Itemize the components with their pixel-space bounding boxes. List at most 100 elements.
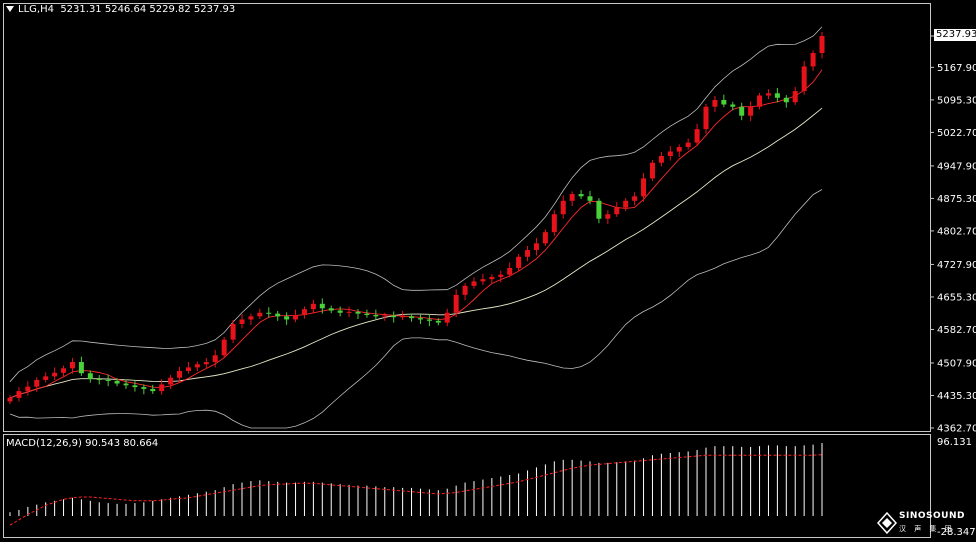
current-price-tag: 5237.93 [934,29,976,41]
upper-band-line [9,26,823,382]
candle-body [346,311,352,313]
candle-body [150,388,156,392]
candle-body [498,274,504,277]
candle-body [96,379,102,381]
brand-subtitle: 汉 声 集 团 [899,525,955,533]
candle-body [783,97,789,103]
candle-body [739,106,745,116]
candle-body [658,156,664,163]
candle-body [417,318,423,320]
price-tick-label: 5167.90 [937,63,976,74]
price-tick-label: 4507.90 [937,358,976,369]
candle-body [605,214,611,219]
candle-body [337,310,343,313]
candle-body [453,294,459,313]
brand-name: SINOSOUND [899,511,965,521]
candle-body [400,316,406,318]
candle-body [471,281,477,286]
price-tick-label: 4362.70 [937,424,976,435]
price-tick-label: 4875.30 [937,194,976,205]
candle-body [480,279,486,282]
candle-body [105,379,111,381]
candle-body [578,194,584,197]
candle-body [293,314,299,320]
macd-label: MACD(12,26,9) 90.543 80.664 [6,438,159,449]
moving-average-line [9,69,823,399]
candle-body [632,196,638,201]
macd-top-label: 96.131 [937,437,972,448]
candle-body [435,320,441,323]
candle-body [301,309,307,315]
candle-body [810,52,816,67]
candle-body [52,372,58,377]
candle-body [168,377,174,385]
candle-body [382,315,388,317]
middle-band-line [9,107,823,399]
macd-indicator: 96.131 -28.347 [9,437,976,538]
candle-body [185,367,191,371]
brand-mark-icon [877,512,897,534]
price-tick-label: 4802.70 [937,226,976,237]
candle-body [114,380,120,384]
price-tick-label: 4582.70 [937,325,976,336]
candle-body [489,276,495,280]
candle-body [614,207,620,215]
candle-body [792,91,798,103]
price-tick-label: 5095.30 [937,95,976,106]
candle-body [212,355,218,363]
candle-body [257,312,263,317]
candle-body [319,303,325,309]
candle-body [507,267,513,275]
candle-body [43,376,49,380]
symbol-label: LLG,H4 [18,4,54,15]
candle-body [25,386,31,392]
candle-body [542,232,548,244]
candlesticks [7,31,825,405]
candle-body [444,312,450,323]
candle-body [641,178,647,197]
candle-body [560,200,566,215]
chart-header: LLG,H4 5231.31 5246.64 5229.82 5237.93 [6,4,235,15]
candle-body [203,362,209,365]
candle-body [328,308,334,311]
candle-body [712,100,718,107]
candle-body [177,370,183,378]
price-tick-label: 4947.90 [937,161,976,172]
ohlc-values: 5231.31 5246.64 5229.82 5237.93 [60,4,236,15]
candle-body [34,379,40,387]
candle-body [774,93,780,98]
candle-body [757,95,763,107]
candle-body [703,106,709,130]
candle-body [132,385,138,388]
candle-body [533,243,539,251]
macd-panel-frame [3,434,931,538]
candle-body [551,214,557,233]
bollinger-bands [9,26,823,429]
candle-body [61,368,67,373]
candle-body [159,384,165,392]
candle-body [516,256,522,268]
candle-body [16,391,22,398]
candle-body [266,312,272,314]
candle-body [801,66,807,92]
candle-body [123,383,129,386]
candle-body [730,104,736,107]
candle-body [525,250,531,257]
candle-body [221,339,227,356]
main-panel-frame [3,3,931,432]
candle-body [569,194,575,201]
candle-body [685,142,691,148]
candle-body [310,303,316,310]
brand-logo: SINOSOUND 汉 声 集 团 [875,509,975,539]
candle-body [667,151,673,157]
candle-body [649,162,655,179]
candle-body [391,315,397,318]
price-axis: 5167.90 5095.30 5022.70 4947.90 4875.30 4802.… [930,35,976,435]
lower-band-line [9,189,823,429]
candle-body [7,397,13,402]
candle-body [409,316,415,319]
dropdown-triangle-icon[interactable] [6,6,14,12]
macd-signal-line [9,454,823,526]
candle-body [596,200,602,219]
